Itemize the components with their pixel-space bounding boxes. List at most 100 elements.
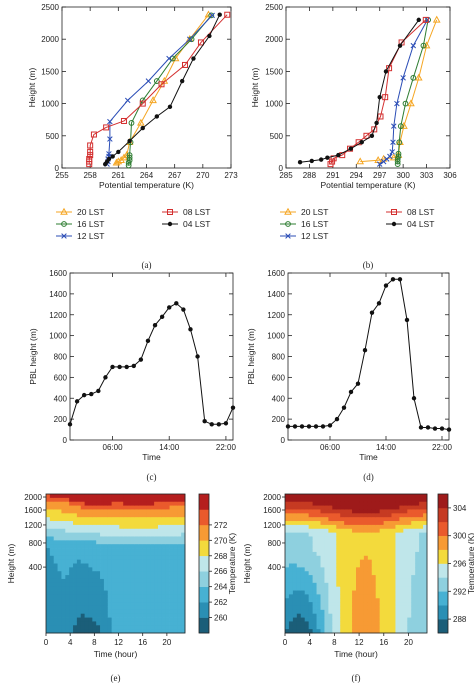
contour-cell <box>111 532 116 537</box>
contour-cell <box>84 548 89 553</box>
contour-cell <box>181 629 186 634</box>
contour-cell <box>53 555 58 561</box>
contour-cell <box>285 544 290 549</box>
data-point <box>394 100 400 107</box>
contour-cell <box>69 509 74 514</box>
contour-cell <box>100 548 105 553</box>
data-point <box>153 78 160 84</box>
contour-cell <box>348 563 353 568</box>
contour-cell <box>146 559 151 564</box>
contour-cell <box>73 540 78 545</box>
contour-cell <box>375 509 381 514</box>
contour-cell <box>46 578 51 584</box>
contour-cell <box>387 544 392 549</box>
contour-cell <box>130 594 136 599</box>
contour-cell <box>395 613 400 618</box>
contour-cell <box>123 629 128 634</box>
contour-cell <box>379 544 385 549</box>
contour-cell <box>292 494 298 499</box>
contour-cell <box>363 629 369 634</box>
contour-cell <box>340 563 345 568</box>
contour-cell <box>134 602 140 607</box>
contour-cell <box>419 517 424 522</box>
series-0 <box>285 277 452 432</box>
contour-cell <box>161 621 167 626</box>
contour-cell <box>379 532 385 537</box>
contour-cell <box>383 497 388 503</box>
contour-cell <box>161 567 167 572</box>
contour-cell <box>419 590 424 595</box>
contour-cell <box>107 586 113 591</box>
contour-cell <box>328 571 333 576</box>
contour-cell <box>165 575 170 580</box>
contour-cell <box>375 497 381 503</box>
contour-cell <box>142 555 147 561</box>
contour-cell <box>80 629 86 634</box>
contour-cell <box>165 521 170 526</box>
contour-cell <box>423 505 428 510</box>
contour-cell <box>169 567 174 572</box>
contour-cell <box>181 594 186 599</box>
contour-cell <box>371 609 377 615</box>
contour-cell <box>84 528 89 534</box>
data-point <box>325 155 330 160</box>
y-tick-label: 1600 <box>49 269 67 278</box>
colorbar-tick-label: 292 <box>453 587 467 596</box>
contour-cell <box>292 609 298 615</box>
contour-cell <box>320 528 325 534</box>
contour-cell <box>415 540 420 545</box>
contour-cell <box>403 517 408 522</box>
contour-cell <box>344 536 349 541</box>
contour-cell <box>348 594 353 599</box>
contour-cell <box>130 582 136 588</box>
contour-cell <box>169 544 174 549</box>
contour-cell <box>383 602 388 607</box>
contour-cell <box>127 528 132 534</box>
contour-cell <box>157 590 163 595</box>
contour-cell <box>138 559 143 564</box>
contour-cell <box>336 521 341 526</box>
contour-cell <box>96 521 101 526</box>
colorbar-label: Temperature (K) <box>227 533 237 595</box>
contour-cell <box>304 559 310 564</box>
contour-cell <box>304 563 310 568</box>
contour-cell <box>84 621 89 626</box>
contour-cell <box>371 521 377 526</box>
contour-cell <box>127 598 132 603</box>
contour-cell <box>146 613 151 618</box>
legend-swatch-marker <box>60 207 68 215</box>
contour-cell <box>387 555 392 561</box>
contour-cell <box>359 521 365 526</box>
contour-cell <box>304 602 310 607</box>
contour-cell <box>288 497 294 503</box>
contour-cell <box>407 609 412 615</box>
contour-cell <box>111 524 116 530</box>
contour-cell <box>53 540 58 545</box>
contour-cell <box>352 567 357 572</box>
contour-cell <box>80 582 86 588</box>
contour-cell <box>76 524 82 530</box>
contour-cell <box>84 540 89 545</box>
contour-cell <box>348 532 353 537</box>
contour-cell <box>111 505 116 510</box>
contour-cell <box>379 602 385 607</box>
contour-cell <box>415 567 420 572</box>
contour-cell <box>419 567 424 572</box>
contour-cell <box>96 617 101 622</box>
contour-cell <box>146 578 151 584</box>
contour-cell <box>399 551 404 557</box>
contour-cell <box>138 609 143 615</box>
data-point <box>209 12 215 19</box>
contour-cell <box>316 497 321 503</box>
contour-cell <box>111 578 116 584</box>
contour-cell <box>285 567 290 572</box>
contour-cell <box>367 536 373 541</box>
contour-cell <box>359 586 365 591</box>
contour-cell <box>84 571 89 576</box>
contour-cell <box>49 582 55 588</box>
contour-cell <box>328 555 333 561</box>
contour-cell <box>363 555 369 561</box>
contour-cell <box>332 617 337 622</box>
contour-cell <box>371 536 377 541</box>
contour-cell <box>359 528 365 534</box>
